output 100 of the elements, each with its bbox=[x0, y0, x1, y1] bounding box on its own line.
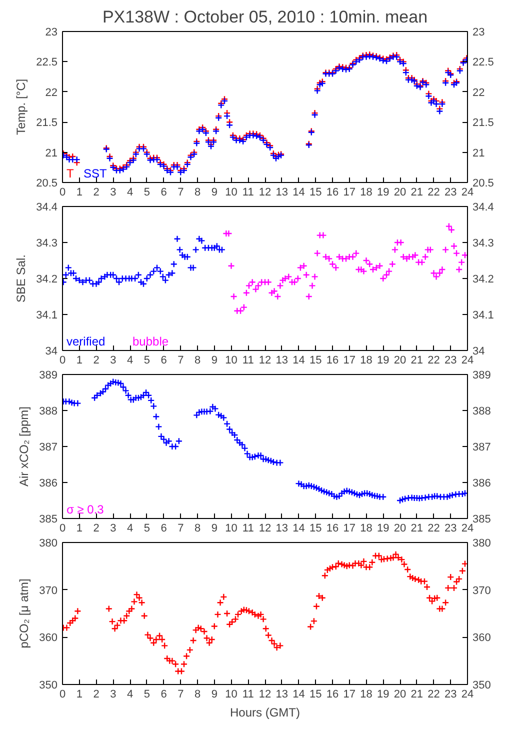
x-tick-label: 13 bbox=[276, 688, 288, 700]
y-tick-label: 20.5 bbox=[36, 178, 58, 190]
x-tick-label: 18 bbox=[360, 688, 372, 700]
point bbox=[190, 264, 197, 272]
x-tick-label: 12 bbox=[258, 522, 272, 534]
point bbox=[156, 268, 164, 275]
y2-tick-label: 34.2 bbox=[472, 274, 494, 286]
x-tick-label: 15 bbox=[310, 688, 322, 700]
y2-tick-label: 388 bbox=[472, 406, 491, 418]
point bbox=[174, 235, 181, 242]
point bbox=[79, 278, 86, 286]
y-tick-label: 34 bbox=[45, 346, 58, 358]
point bbox=[76, 276, 83, 284]
x-tick-label: 18 bbox=[360, 354, 372, 366]
x-tick-label: 13 bbox=[276, 522, 288, 534]
x-tick-label: 21 bbox=[410, 354, 424, 366]
x-tick-label: 13 bbox=[276, 354, 288, 366]
x-tick-label: 18 bbox=[360, 522, 372, 534]
x-tick-label: 19 bbox=[377, 186, 390, 198]
y2-tick-label: 34.1 bbox=[472, 310, 494, 322]
x-tick-label: 24 bbox=[461, 354, 474, 366]
point bbox=[176, 246, 184, 254]
x-tick-label: 16 bbox=[326, 354, 339, 366]
x-tick-label: 5 bbox=[144, 186, 150, 198]
point bbox=[115, 278, 123, 286]
y-axis-title: Temp. [°C] bbox=[14, 78, 28, 136]
x-tick-label: 22 bbox=[428, 186, 440, 198]
y2-tick-label: 350 bbox=[472, 680, 491, 692]
x-tick-label: 15 bbox=[310, 186, 322, 198]
x-tick-label: 1 bbox=[76, 522, 82, 534]
series-label: T bbox=[66, 166, 74, 180]
y-tick-label: 388 bbox=[39, 406, 58, 418]
x-tick-label: 10 bbox=[225, 688, 238, 700]
y-tick-label: 34.2 bbox=[36, 274, 58, 286]
y-tick-label: 34.1 bbox=[36, 310, 58, 322]
x-tick-label: 6 bbox=[160, 354, 167, 366]
x-tick-label: 24 bbox=[461, 186, 474, 198]
point bbox=[170, 260, 178, 268]
x-tick-label: 16 bbox=[326, 186, 339, 198]
x-tick-label: 4 bbox=[126, 354, 134, 366]
x-tick-label: 7 bbox=[178, 354, 184, 366]
x-tick-label: 17 bbox=[343, 354, 356, 366]
y-tick-label: 23 bbox=[45, 26, 58, 38]
x-tick-label: 12 bbox=[258, 688, 272, 700]
y-tick-label: 22.5 bbox=[36, 56, 58, 69]
x-tick-label: 8 bbox=[194, 522, 201, 534]
x-tick-label: 20 bbox=[394, 688, 406, 700]
x-tick-label: 2 bbox=[93, 186, 100, 198]
x-tick-label: 12 bbox=[258, 186, 272, 198]
y2-tick-label: 387 bbox=[472, 442, 491, 454]
x-tick-label: 9 bbox=[211, 186, 218, 198]
x-tick-label: 23 bbox=[444, 688, 457, 700]
x-tick-label: 0 bbox=[59, 354, 66, 366]
x-tick-label: 3 bbox=[110, 186, 116, 198]
x-tick-label: 0 bbox=[59, 688, 66, 700]
x-tick-label: 21 bbox=[410, 186, 424, 198]
y-axis-title: SBE Sal. bbox=[14, 254, 28, 303]
x-tick-label: 10 bbox=[225, 354, 238, 366]
point bbox=[192, 246, 200, 254]
y2-tick-label: 23 bbox=[472, 26, 485, 38]
x-tick-label: 23 bbox=[444, 522, 457, 534]
x-tick-label: 12 bbox=[258, 354, 272, 366]
x-tick-label: 13 bbox=[276, 186, 288, 198]
x-tick-label: 11 bbox=[242, 186, 254, 198]
y2-tick-label: 20.5 bbox=[472, 178, 494, 190]
y2-tick-label: 360 bbox=[472, 632, 491, 644]
y-tick-label: 386 bbox=[39, 478, 58, 490]
x-tick-label: 19 bbox=[377, 354, 390, 366]
y2-tick-label: 22.5 bbox=[472, 56, 494, 69]
x-tick-label: 9 bbox=[211, 522, 218, 534]
y2-tick-label: 34.3 bbox=[472, 238, 494, 250]
y-tick-label: 385 bbox=[39, 514, 58, 526]
text: bubble bbox=[132, 334, 169, 348]
y-tick-label: 21 bbox=[45, 147, 58, 160]
x-tick-label: 19 bbox=[377, 522, 390, 534]
point bbox=[187, 264, 194, 272]
y-tick-label: 380 bbox=[39, 538, 58, 550]
x-tick-label: 20 bbox=[394, 522, 406, 534]
y-tick-label: 34.3 bbox=[36, 238, 58, 250]
x-tick-label: 9 bbox=[211, 354, 218, 366]
x-tick-label: 0 bbox=[59, 522, 66, 534]
y-axis-title: pCO₂ [μ atm] bbox=[17, 578, 32, 648]
x-tick-label: 10 bbox=[225, 522, 238, 534]
x-tick-label: 24 bbox=[461, 688, 474, 700]
point bbox=[196, 235, 203, 242]
x-tick-label: 22 bbox=[428, 354, 440, 366]
x-tick-label: 6 bbox=[160, 186, 167, 198]
point bbox=[131, 274, 139, 282]
x-tick-label: 22 bbox=[428, 522, 440, 534]
point bbox=[150, 268, 158, 275]
point bbox=[122, 274, 130, 282]
x-tick-label: 17 bbox=[343, 688, 356, 700]
text: verified bbox=[66, 334, 106, 348]
x-tick-label: 15 bbox=[310, 522, 322, 534]
x-tick-label: 14 bbox=[292, 688, 305, 700]
x-tick-label: 3 bbox=[110, 688, 116, 700]
x-tick-label: 5 bbox=[144, 522, 150, 534]
annotation: σ ≥ 0.3 bbox=[66, 502, 104, 516]
x-tick-label: 11 bbox=[242, 522, 254, 534]
x-tick-label: 23 bbox=[444, 354, 457, 366]
